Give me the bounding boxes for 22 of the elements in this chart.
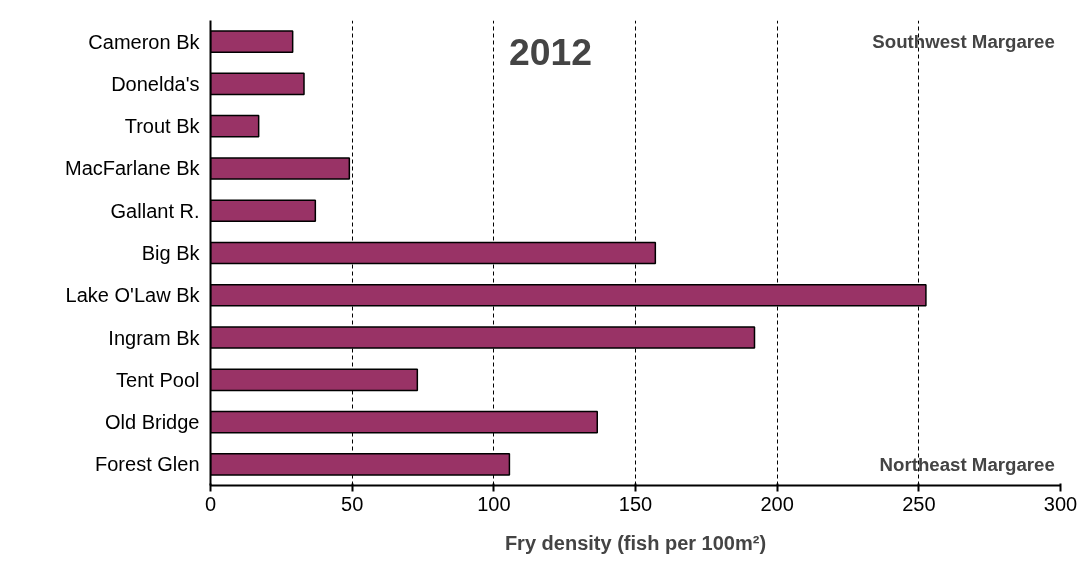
- y-tick-label: Cameron Bk: [88, 30, 201, 53]
- annotation: Northeast Margaree: [879, 453, 1055, 475]
- y-tick-label: Forest Glen: [95, 453, 200, 476]
- annotation: Southwest Margaree: [872, 31, 1055, 53]
- annotation: 2012: [508, 31, 593, 74]
- x-axis-title: Fry density (fish per 100m²): [504, 531, 767, 554]
- y-tick-label: Trout Bk: [124, 115, 201, 138]
- x-tick-label: 250: [902, 492, 936, 515]
- x-tick-label: 100: [477, 492, 511, 515]
- y-tick-label: Old Bridge: [105, 411, 200, 434]
- x-tick-label: 200: [760, 492, 794, 515]
- y-tick-label: Gallant R.: [110, 199, 200, 222]
- y-tick-label: MacFarlane Bk: [65, 157, 201, 180]
- x-tick-label: 150: [618, 492, 653, 515]
- y-tick-label: Lake O'Law Bk: [65, 284, 201, 307]
- x-tick-label: 50: [341, 492, 364, 515]
- x-tick-label: 0: [204, 492, 217, 515]
- y-tick-label: Donelda's: [111, 72, 200, 95]
- y-tick-label: Ingram Bk: [108, 326, 201, 349]
- y-tick-label: Tent Pool: [116, 368, 200, 391]
- x-tick-label: 300: [1043, 492, 1078, 515]
- y-tick-label: Big Bk: [141, 242, 201, 264]
